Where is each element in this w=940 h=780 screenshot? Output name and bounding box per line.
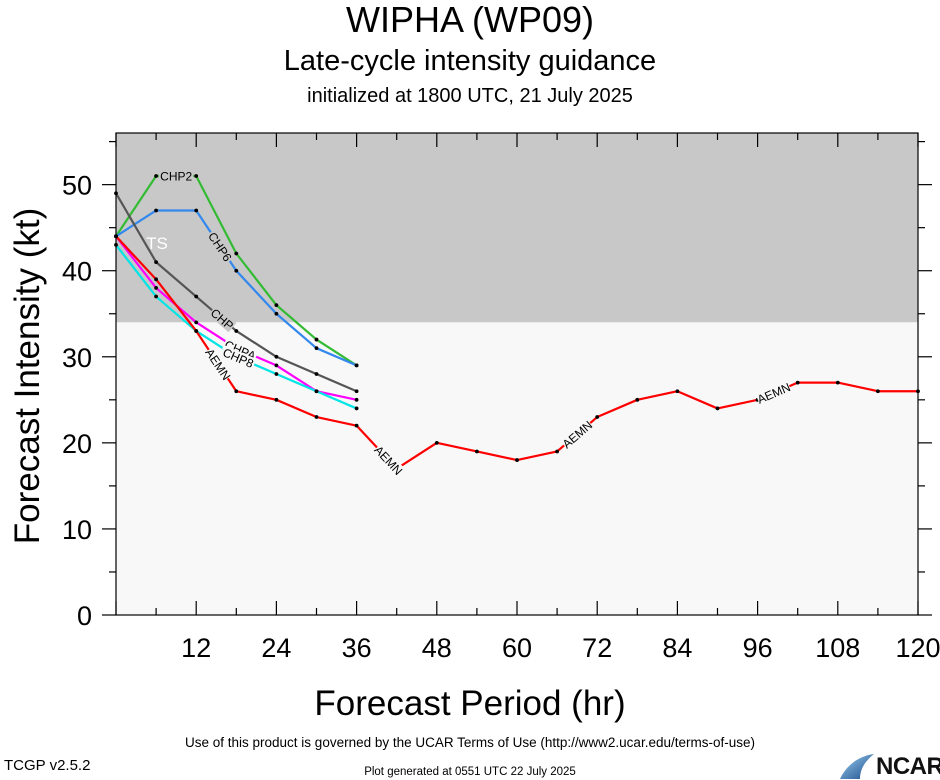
point-chp-36 [354,389,359,394]
point-chp6-30 [314,346,319,351]
point-chp2-30 [314,337,319,342]
point-chp2-6 [154,174,159,178]
point-aemn-30 [314,415,319,419]
point-chp6-18 [234,268,239,273]
ncar-logo-icon [840,754,874,779]
y-tick-label-30: 30 [62,343,92,373]
series-points [114,174,920,471]
label-mask [208,305,237,333]
point-chp2-24 [274,303,279,308]
point-aemn-102 [795,380,800,385]
point-aemn-60 [515,458,519,462]
y-tick-label-10: 10 [62,515,92,545]
point-chp8-6 [154,294,159,299]
x-tick-label-108: 108 [815,633,860,663]
label-mask [158,170,194,183]
series-label-text: CHP2 [160,170,192,184]
x-tick-label-12: 12 [181,633,211,663]
point-chp8-24 [274,372,279,376]
label-mask [203,346,233,382]
y-tick-label-20: 20 [62,429,92,459]
point-chp-12 [194,294,199,299]
point-aemn-18 [234,389,239,394]
point-aemn-36 [354,423,359,428]
label-mask [560,418,595,451]
point-chpa-12 [194,320,199,325]
version-label: TCGP v2.5.2 [4,757,91,774]
point-aemn-54 [475,449,479,454]
series-label-chp2-1: CHP2 [158,170,194,184]
y-tick-label-40: 40 [62,257,92,287]
point-chp6-24 [274,311,279,316]
y-axis-label: Forecast Intensity (kt) [8,207,47,545]
x-axis-label: Forecast Period (hr) [314,684,626,723]
point-aemn-6 [154,277,159,282]
y-tick-label-50: 50 [62,171,92,201]
label-mask [372,443,405,477]
initialized-time: initialized at 1800 UTC, 21 July 2025 [307,85,633,107]
point-aemn-24 [274,397,279,402]
point-aemn-108 [835,380,840,385]
point-aemn-90 [715,406,720,411]
series-label-chp-1: CHP [208,305,237,333]
intensity-bands: TS [116,133,918,615]
label-mask [205,228,235,265]
band-label-ts: TS [146,234,168,253]
point-chp8-30 [314,389,319,394]
x-tick-label-96: 96 [743,633,773,663]
chart-title: WIPHA (WP09) [345,0,595,40]
point-aemn-48 [434,440,439,445]
y-tick-label-0: 0 [77,601,92,631]
point-aemn-66 [555,449,559,454]
point-chp-18 [234,329,239,333]
point-chpa-24 [274,363,279,368]
label-mask [220,345,257,370]
x-tick-label-84: 84 [662,633,692,663]
x-tick-label-72: 72 [582,633,612,663]
point-chp6-12 [194,208,199,213]
x-tick-label-24: 24 [261,633,291,663]
terms-of-use-text: Use of this product is governed by the U… [185,735,755,750]
x-tick-label-120: 120 [895,633,940,663]
x-tick-label-48: 48 [422,633,452,663]
point-chp6-36 [354,363,359,368]
ncar-logo-text: NCAR [876,753,940,780]
point-chp6-6 [154,208,159,213]
point-aemn-12 [194,329,199,333]
x-tick-label-60: 60 [502,633,532,663]
point-aemn-84 [675,389,680,394]
point-chpa-36 [354,397,359,402]
band-below-ts [116,322,918,615]
axis-ticks: 12 24 36 48 60 72 84 96 108 120 0 10 20 30 40 50 [62,133,940,663]
point-aemn-114 [876,389,880,394]
point-chp-6 [154,260,159,265]
plot-generated-text: Plot generated at 0551 UTC 22 July 2025 [364,766,576,778]
x-tick-label-36: 36 [342,633,372,663]
point-chp-24 [274,354,279,359]
label-mask [755,380,792,406]
band-ts [116,133,918,323]
point-aemn-78 [635,397,640,402]
point-chp8-36 [354,406,359,411]
point-chp2-12 [194,174,199,178]
plot-frame [115,132,919,616]
point-aemn-72 [595,415,600,419]
point-chpa-6 [154,286,159,290]
point-chp-30 [314,372,319,376]
point-chp2-18 [234,251,239,256]
chart-subtitle: Late-cycle intensity guidance [283,45,657,77]
